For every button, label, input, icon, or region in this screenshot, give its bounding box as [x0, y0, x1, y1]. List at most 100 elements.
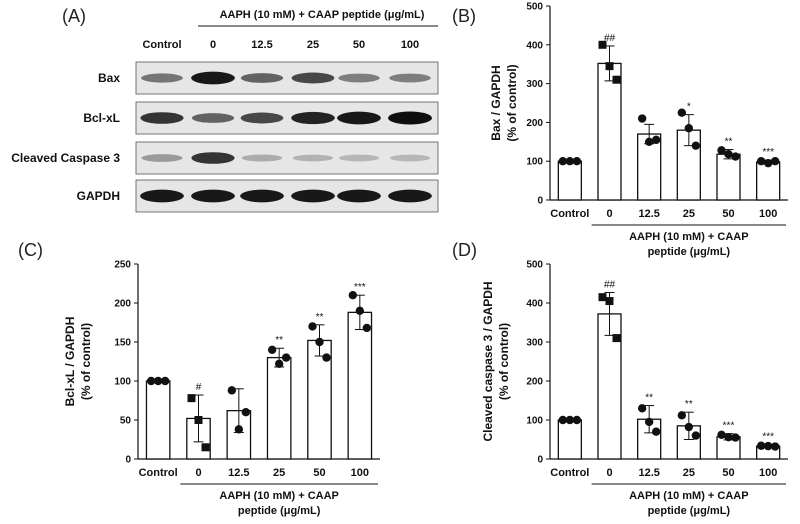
significance-label: ** [275, 335, 283, 346]
data-point [322, 353, 331, 362]
blot-treatment-header: AAPH (10 mM) + CAAP peptide (μg/mL) [220, 9, 425, 21]
data-point [227, 386, 237, 395]
data-point [651, 135, 661, 145]
blot-band [141, 154, 183, 162]
blot-band [292, 154, 334, 162]
data-point [612, 334, 621, 343]
group-label: peptide (μg/mL) [648, 246, 731, 258]
blot-band [240, 189, 284, 203]
data-point [146, 376, 156, 386]
significance-label: *** [354, 282, 366, 293]
data-point [153, 376, 163, 386]
data-point [644, 137, 654, 146]
y-tick-label: 400 [526, 299, 543, 310]
blot-band [240, 73, 284, 83]
significance-label: ** [725, 137, 733, 148]
group-label: AAPH (10 mM) + CAAP [629, 490, 749, 502]
data-point [717, 430, 726, 440]
blot-row-label: Bax [98, 71, 120, 85]
data-point [770, 442, 780, 451]
data-point [572, 415, 582, 425]
blot-band [389, 154, 431, 162]
y-tick-label: 0 [537, 455, 543, 466]
category-label: 25 [683, 208, 695, 220]
data-point [763, 441, 773, 451]
significance-label: *** [762, 432, 774, 443]
y-tick-label: 200 [526, 118, 543, 129]
blot-band [388, 111, 432, 125]
bar [756, 161, 781, 201]
y-tick-label: 0 [125, 455, 131, 466]
data-point [637, 114, 647, 123]
blot-band [191, 152, 235, 164]
significance-label: * [687, 102, 691, 113]
category-label: Control [550, 467, 589, 479]
y-tick-label: 500 [526, 260, 543, 271]
category-label: 0 [606, 467, 612, 479]
bar [347, 311, 373, 460]
category-label: 0 [606, 208, 612, 220]
blot-row-label: Cleaved Caspase 3 [11, 151, 120, 165]
bar [597, 62, 622, 201]
y-tick-label: 100 [526, 157, 543, 168]
data-point [756, 441, 766, 450]
data-point [598, 40, 607, 49]
blot-band [141, 73, 183, 83]
bar [145, 380, 171, 460]
data-point [558, 157, 568, 166]
blot-strip [135, 101, 439, 135]
data-point [234, 425, 244, 434]
data-point [558, 415, 568, 425]
y-axis-title: Bcl-xL / GAPDH [63, 317, 77, 407]
group-label: AAPH (10 mM) + CAAP [219, 490, 339, 502]
blot-band [338, 154, 380, 162]
y-tick-label: 150 [114, 338, 131, 349]
blot-band [291, 189, 335, 203]
y-axis-title: Bax / GAPDH [489, 65, 503, 140]
data-point [677, 108, 687, 117]
blot-column-label: 50 [353, 39, 365, 51]
y-tick-label: 400 [526, 40, 543, 51]
y-tick-label: 100 [526, 416, 543, 427]
category-label: 100 [759, 467, 777, 479]
panel-letter-c: (C) [18, 240, 43, 260]
data-point [651, 427, 661, 436]
significance-label: ## [604, 33, 616, 44]
blot-strip [135, 179, 439, 213]
data-point [717, 146, 726, 155]
blot-column-label: 25 [307, 39, 319, 51]
category-label: 100 [759, 208, 777, 220]
significance-label: ** [685, 399, 693, 410]
data-point [281, 353, 291, 362]
bar [557, 160, 582, 201]
blot-band [291, 72, 335, 84]
data-point [565, 415, 575, 425]
data-point [241, 408, 251, 417]
significance-label: *** [723, 421, 735, 432]
y-axis-title: Cleaved caspase 3 / GAPDH [481, 281, 495, 441]
blot-row-label: GAPDH [77, 189, 120, 203]
blot-band [140, 112, 184, 124]
blot-row-label: Bcl-xL [83, 111, 120, 125]
y-tick-label: 250 [114, 260, 131, 271]
data-point [724, 432, 733, 442]
western-blot-panel: AAPH (10 mM) + CAAP peptide (μg/mL) Cont… [11, 9, 439, 213]
data-point [770, 157, 780, 166]
data-point [355, 306, 365, 315]
significance-label: ## [604, 279, 616, 290]
data-point [348, 291, 358, 300]
data-point [605, 297, 614, 306]
data-point [187, 394, 196, 403]
category-label: Control [550, 208, 589, 220]
y-tick-label: 500 [526, 2, 543, 13]
blot-strip [135, 61, 439, 95]
data-point [362, 323, 372, 333]
data-point [565, 157, 575, 166]
data-point [644, 417, 654, 427]
category-label: 25 [273, 467, 285, 479]
category-label: 25 [683, 467, 695, 479]
data-point [267, 345, 277, 354]
